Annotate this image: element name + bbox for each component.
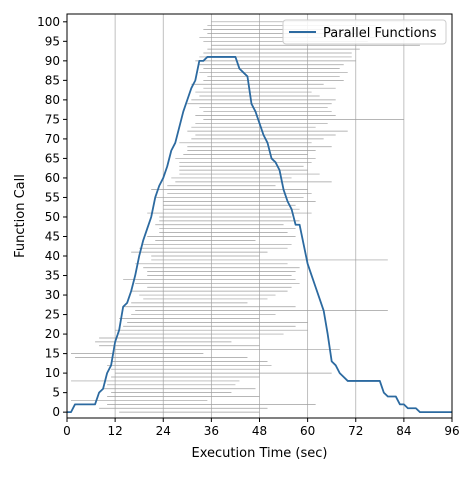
y-tick-label-100: 100 [37, 15, 60, 29]
y-tick-label-5: 5 [52, 386, 60, 400]
x-tick-label-0: 0 [63, 424, 71, 438]
legend-label-parallel-functions: Parallel Functions [323, 26, 437, 41]
y-tick-label-35: 35 [45, 269, 60, 283]
legend-box [282, 19, 447, 45]
grid-lines [114, 14, 405, 418]
y-tick-label-25: 25 [45, 308, 60, 322]
y-tick-label-90: 90 [45, 54, 60, 68]
y-tick-label-20: 20 [45, 327, 60, 341]
y-tick-label-85: 85 [45, 73, 60, 87]
y-tick-label-40: 40 [45, 249, 60, 263]
y-tick-label-30: 30 [45, 288, 60, 302]
x-axis-label: Execution Time (sec) [192, 446, 328, 461]
y-tick-label-0: 0 [52, 405, 60, 419]
y-tick-label-60: 60 [45, 171, 60, 185]
function-interval-lines [71, 21, 420, 413]
x-tick-label-12: 12 [107, 424, 122, 438]
y-axis-label: Function Call [13, 174, 28, 258]
y-tick-label-65: 65 [45, 151, 60, 165]
y-tick-label-95: 95 [45, 34, 60, 48]
y-tick-label-80: 80 [45, 93, 60, 107]
x-tick-label-48: 48 [252, 424, 267, 438]
y-tick-label-55: 55 [45, 190, 60, 204]
y-tick-label-50: 50 [45, 210, 60, 224]
x-tick-label-60: 60 [300, 424, 315, 438]
series-lines [67, 56, 452, 414]
legend: Parallel Functions [282, 19, 447, 45]
y-tick-label-70: 70 [45, 132, 60, 146]
y-tick-label-10: 10 [45, 366, 60, 380]
axis-ticks: 0 12 24 36 48 60 72 84 96 0 5 10 15 20 25 30 35 40 45 50 55 6… [37, 15, 460, 438]
series-line-0 [67, 56, 452, 414]
y-tick-label-45: 45 [45, 229, 60, 243]
y-tick-label-15: 15 [45, 347, 60, 361]
x-tick-label-72: 72 [348, 424, 363, 438]
x-tick-label-84: 84 [396, 424, 411, 438]
x-tick-label-24: 24 [156, 424, 171, 438]
x-tick-label-96: 96 [444, 424, 459, 438]
x-tick-label-36: 36 [204, 424, 219, 438]
y-tick-label-75: 75 [45, 112, 60, 126]
